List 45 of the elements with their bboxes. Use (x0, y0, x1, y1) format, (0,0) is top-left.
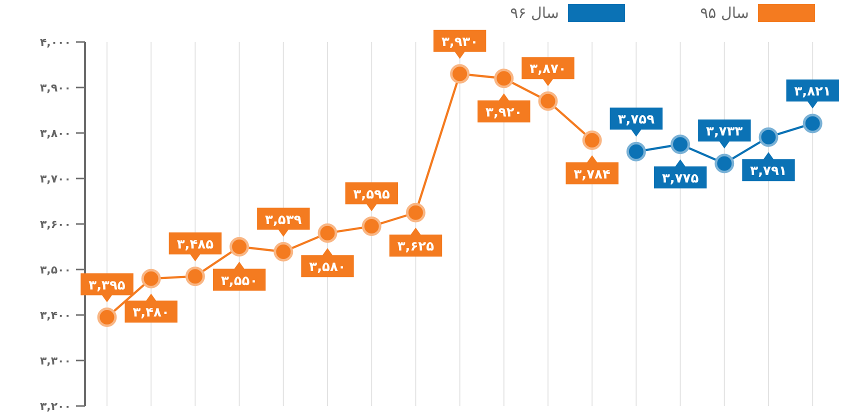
y-tick-label: ۳,۹۰۰ (40, 82, 71, 94)
data-label: ۳,۹۲۰ (486, 105, 522, 120)
data-label: ۳,۹۳۰ (441, 34, 478, 50)
y-tick-label: ۳,۷۰۰ (40, 172, 71, 186)
y-tick-label: ۳,۴۰۰ (40, 309, 71, 322)
data-label: ۳,۷۹۱ (750, 164, 787, 180)
data-label: ۳,۶۲۵ (397, 240, 434, 255)
point (406, 202, 426, 222)
y-tick-label: ۳,۵۰۰ (40, 264, 71, 276)
point (318, 223, 338, 243)
data-label: ۳,۸۲۱ (794, 84, 831, 100)
point (362, 216, 382, 236)
y-tick-label: ۳,۲۰۰ (40, 400, 71, 413)
data-label: ۳,۵۹۵ (353, 187, 390, 202)
data-label: ۳,۵۵۰ (220, 274, 258, 289)
point (670, 134, 690, 154)
legend-label: سال ۹۵ (700, 4, 749, 22)
data-label: ۳,۷۳۳ (706, 124, 743, 140)
data-label: ۳,۳۹۵ (88, 278, 126, 294)
point (758, 127, 778, 147)
data-label: ۳,۵۸۰ (309, 260, 346, 276)
point (494, 68, 514, 88)
legend-label: سال ۹۶ (510, 4, 559, 22)
data-label: ۳,۷۸۴ (574, 167, 610, 182)
point (802, 114, 822, 134)
y-tick-label: ۳,۳۰۰ (40, 354, 71, 368)
point (626, 142, 646, 162)
y-tick-label: ۳,۸۰۰ (40, 127, 71, 140)
data-label: ۳,۴۸۰ (132, 306, 170, 321)
point (141, 268, 161, 288)
point (582, 130, 602, 150)
point (714, 154, 734, 174)
point (230, 237, 250, 256)
point (450, 64, 470, 84)
data-label: ۳,۵۳۹ (265, 212, 302, 228)
y-tick-label: ۴,۰۰۰ (40, 36, 71, 49)
data-label: ۳,۷۵۹ (618, 112, 655, 128)
point (274, 242, 294, 262)
point (97, 308, 117, 328)
data-label: ۳,۷۷۵ (662, 171, 699, 186)
data-label: ۳,۸۷۰ (530, 62, 566, 78)
data-label: ۳,۴۸۵ (176, 237, 214, 252)
point (538, 91, 558, 111)
y-tick-label: ۳,۶۰۰ (40, 218, 71, 231)
point (185, 266, 205, 286)
